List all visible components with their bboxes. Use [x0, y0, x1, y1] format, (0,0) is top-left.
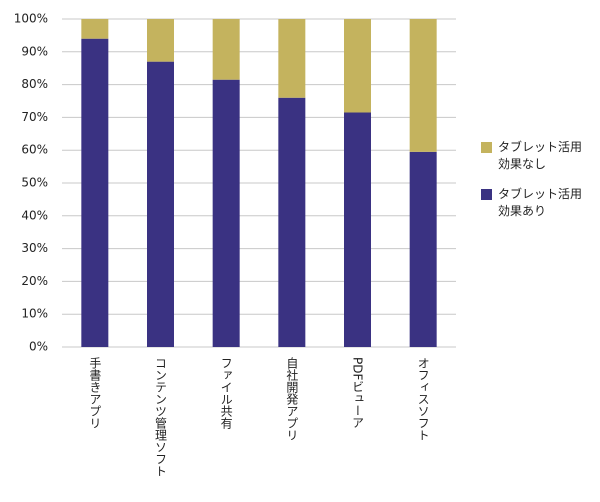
bar-segment — [212, 79, 240, 348]
y-tick-label: 70% — [21, 110, 48, 124]
bar-segment — [212, 19, 240, 80]
x-tick-label: オフィスソフト — [416, 357, 430, 441]
bar-segment — [147, 61, 174, 347]
bar-segment — [81, 38, 109, 348]
y-tick-label: 20% — [21, 274, 48, 288]
x-tick-label: 自社開発アプリ — [285, 357, 299, 441]
bar-segment — [278, 19, 306, 98]
y-tick-label: 90% — [21, 44, 48, 58]
bar-segment — [409, 151, 437, 347]
bar-segment — [344, 112, 371, 347]
legend-swatch — [481, 142, 492, 153]
legend-swatch — [481, 189, 492, 200]
legend-label: タブレット活用効果あり — [498, 186, 582, 218]
x-tick-label: 手書きアプリ — [88, 357, 102, 429]
bar-segment — [147, 19, 174, 62]
y-tick-label: 40% — [21, 208, 48, 222]
y-tick-label: 100% — [14, 12, 48, 26]
x-tick-label: コンテンツ管理ソフト — [154, 357, 168, 477]
bar-segment — [409, 19, 437, 152]
y-tick-label: 50% — [21, 176, 48, 190]
y-tick-label: 60% — [21, 143, 48, 157]
bar-segment — [344, 19, 371, 113]
y-tick-label: 10% — [21, 307, 48, 321]
x-tick-label: ファイル共有 — [219, 357, 233, 429]
x-tick-label: PDFビューア — [351, 357, 365, 428]
y-tick-label: 80% — [21, 77, 48, 91]
bar-segment — [278, 97, 306, 347]
y-tick-label: 30% — [21, 241, 48, 255]
bar-segment — [81, 19, 109, 39]
legend-label: タブレット活用効果なし — [498, 139, 582, 171]
y-tick-label: 0% — [29, 340, 48, 354]
